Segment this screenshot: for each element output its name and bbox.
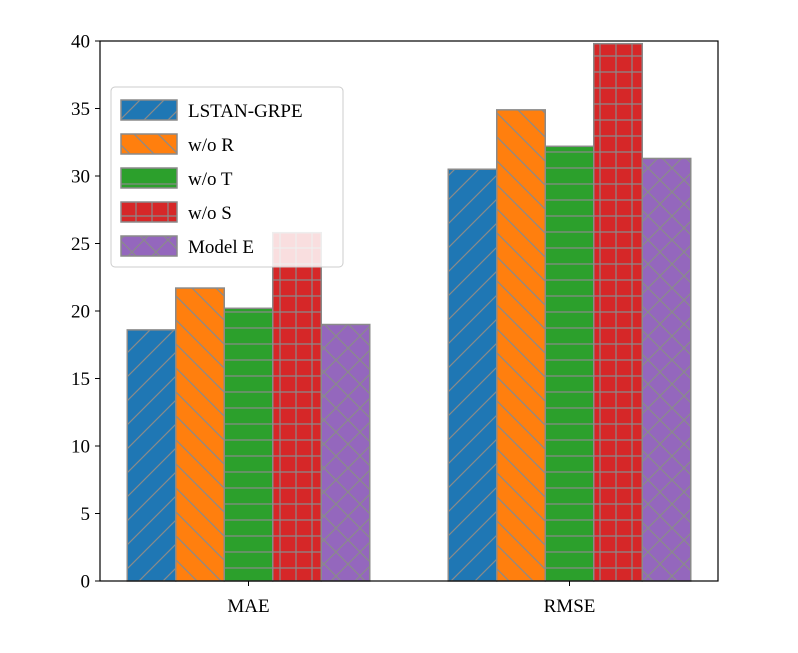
y-tick-label: 15 [71, 369, 90, 390]
legend-item-w-o-t: w/o T [120, 167, 233, 190]
legend: LSTAN-GRPE w/o R w/o T w/o S Model E [110, 86, 344, 268]
bar-model-e-rmse [641, 157, 692, 582]
legend-item-model-e: Model E [120, 235, 254, 258]
bars-group [126, 42, 692, 582]
x-tick-label-rmse: RMSE [544, 596, 596, 617]
legend-swatch [120, 99, 178, 121]
ticks-group: 0 5 10 15 20 25 30 35 40 MAE RMSE [71, 32, 595, 618]
legend-item-w-o-s: w/o S [120, 201, 232, 224]
bar-w-o-r-rmse [496, 109, 546, 582]
bar-w-o-t-mae [223, 307, 274, 582]
y-tick-label: 35 [71, 99, 90, 120]
bar-w-o-t-rmse [544, 145, 595, 582]
legend-label: LSTAN-GRPE [188, 101, 303, 122]
bar-model-e-mae [320, 323, 371, 582]
bar-w-o-s-rmse [593, 42, 643, 582]
legend-label: w/o S [188, 203, 232, 224]
legend-swatch [120, 235, 178, 257]
legend-item-lstan-grpe: LSTAN-GRPE [120, 99, 303, 122]
legend-item-w-o-r: w/o R [120, 133, 234, 156]
legend-label: w/o R [188, 135, 234, 156]
legend-swatch [120, 167, 178, 189]
x-tick-label-mae: MAE [227, 596, 269, 617]
y-tick-label: 25 [71, 234, 90, 255]
y-tick-label: 5 [81, 504, 91, 525]
legend-label: w/o T [188, 169, 233, 190]
legend-swatch [120, 201, 178, 223]
legend-swatch [120, 133, 178, 155]
y-tick-label: 40 [71, 32, 90, 53]
bar-w-o-r-mae [175, 287, 225, 582]
legend-label: Model E [188, 237, 254, 258]
bar-lstan-grpe-rmse [447, 168, 498, 582]
bar-w-o-s-mae [272, 231, 322, 582]
bar-lstan-grpe-mae [126, 329, 177, 582]
y-tick-label: 10 [71, 437, 90, 458]
y-tick-label: 0 [81, 572, 91, 593]
y-tick-label: 30 [71, 167, 90, 188]
y-tick-label: 20 [71, 302, 90, 323]
